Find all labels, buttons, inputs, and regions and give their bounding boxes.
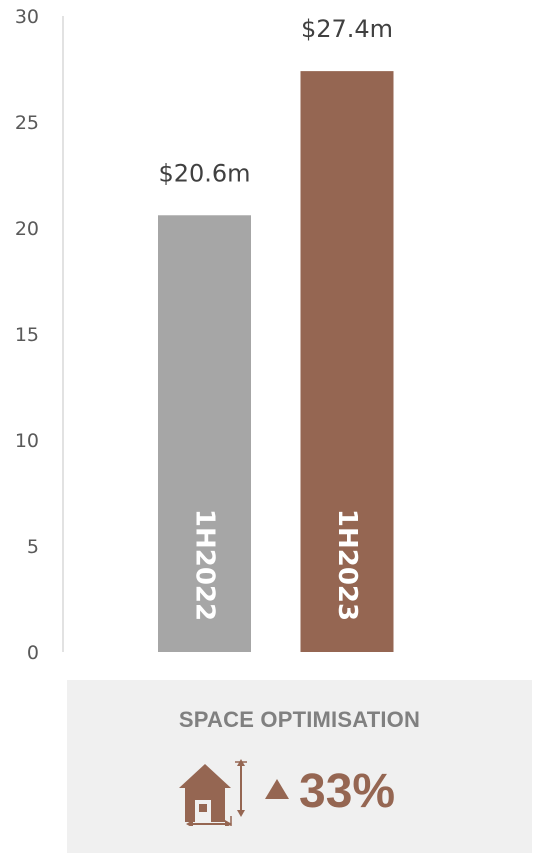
space-optimisation-panel: SPACE OPTIMISATION 33% — [67, 680, 532, 853]
up-arrow-icon — [265, 779, 289, 799]
category-label: 1H2022 — [190, 509, 220, 621]
bar-data-label: $27.4m — [301, 15, 393, 43]
y-axis-ticks: 0 5 10 15 20 25 30 — [15, 6, 39, 664]
y-tick-label: 20 — [15, 218, 39, 240]
y-tick-label: 10 — [15, 430, 39, 452]
y-tick-label: 0 — [27, 642, 39, 664]
kpi-title: SPACE OPTIMISATION — [178, 707, 421, 732]
y-tick-label: 5 — [27, 536, 39, 558]
bar-data-label: $20.6m — [158, 159, 250, 187]
y-tick-label: 25 — [15, 112, 39, 134]
bar-1h2023 — [300, 71, 394, 653]
bar-chart: 0 5 10 15 20 25 30 $20.6m 1H2022 $27.4m 1H2023 — [15, 6, 394, 664]
kpi-row: 33% — [175, 758, 455, 828]
y-tick-label: 30 — [15, 6, 39, 28]
bars-group: $20.6m 1H2022 $27.4m 1H2023 — [158, 15, 394, 653]
category-label: 1H2023 — [332, 509, 362, 621]
bar-1h2022 — [158, 215, 251, 652]
house-dimensions-icon — [179, 759, 247, 826]
y-tick-label: 15 — [15, 324, 39, 346]
kpi-value: 33% — [299, 765, 396, 818]
